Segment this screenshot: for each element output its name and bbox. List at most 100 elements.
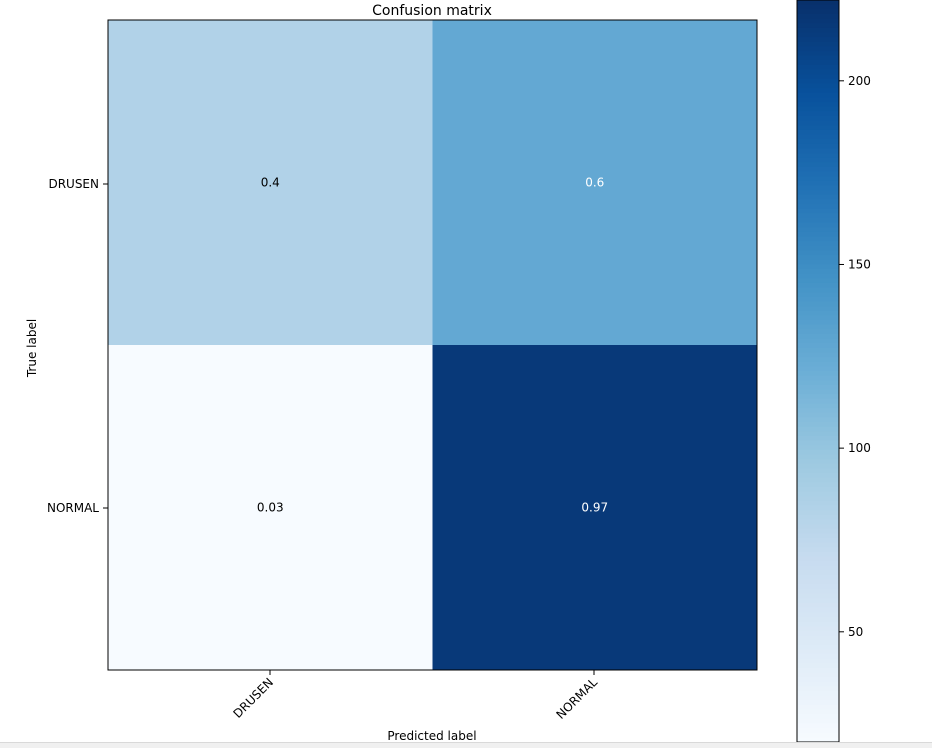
cell-value-label: 0.4 — [261, 176, 280, 190]
colorbar-segment — [797, 510, 839, 516]
colorbar-segment — [797, 612, 839, 618]
colorbar-segment — [797, 115, 839, 122]
colorbar-segment — [797, 296, 839, 303]
colorbar-segment — [797, 528, 839, 534]
colorbar-segment — [797, 361, 839, 367]
colorbar-segment — [797, 663, 839, 669]
colorbar-segment — [797, 143, 839, 149]
colorbar-segment — [797, 440, 839, 446]
colorbar-segment — [797, 435, 839, 442]
colorbar-segment — [797, 384, 839, 391]
colorbar-segment — [797, 445, 839, 451]
colorbar-segment — [797, 556, 839, 562]
colorbar-segment — [797, 426, 839, 432]
colorbar-segment — [797, 431, 839, 437]
colorbar-segment — [797, 60, 839, 66]
colorbar-segment — [797, 32, 839, 38]
colorbar-segment — [797, 139, 839, 145]
cell-value-label: 0.6 — [585, 176, 604, 190]
colorbar-segment — [797, 204, 839, 210]
colorbar-segment — [797, 69, 839, 75]
colorbar-segment — [797, 630, 839, 636]
colorbar-segment — [797, 681, 839, 687]
colorbar-segment — [797, 27, 839, 34]
colorbar-segment — [797, 18, 839, 24]
colorbar-segment — [797, 222, 839, 228]
colorbar-segment — [797, 704, 839, 711]
colorbar-segment — [797, 190, 839, 196]
colorbar-tick-label: 150 — [848, 257, 871, 271]
colorbar-segment — [797, 667, 839, 674]
colorbar-segment — [797, 496, 839, 502]
colorbar-segment — [797, 644, 839, 650]
colorbar-segment — [797, 593, 839, 599]
colorbar-segment — [797, 602, 839, 609]
colorbar-segment — [797, 677, 839, 683]
colorbar-segment — [797, 723, 839, 729]
colorbar-segment — [797, 570, 839, 576]
plot-frame — [107, 19, 758, 671]
colorbar-segment — [797, 78, 839, 85]
colorbar-segment — [797, 199, 839, 205]
colorbar-segment — [797, 686, 839, 692]
heatmap-cell — [108, 20, 433, 346]
colorbar-segment — [797, 153, 839, 159]
colorbar-segment — [797, 264, 839, 270]
colorbar-segment — [797, 176, 839, 182]
colorbar-segment — [797, 55, 839, 61]
colorbar-segment — [797, 468, 839, 474]
colorbar-segment — [797, 162, 839, 168]
colorbar-segment — [797, 338, 839, 344]
colorbar-segment — [797, 486, 839, 493]
colorbar-segment — [797, 324, 839, 330]
colorbar-segment — [797, 449, 839, 456]
colorbar-segment — [797, 9, 839, 15]
colorbar-segment — [797, 639, 839, 646]
colorbar-segment — [797, 607, 839, 613]
heatmap-cell — [108, 345, 433, 671]
colorbar-segment — [797, 83, 839, 89]
colorbar: 50 100 150 200 — [797, 0, 871, 743]
x-tick-label-normal: NORMAL — [553, 675, 600, 722]
colorbar-segment — [797, 500, 839, 507]
colorbar-segment — [797, 728, 839, 734]
colorbar-segment — [797, 88, 839, 94]
colorbar-segment — [797, 454, 839, 460]
colorbar-segment — [797, 343, 839, 349]
colorbar-segment — [797, 473, 839, 479]
colorbar-segment — [797, 653, 839, 660]
colorbar-segment — [797, 380, 839, 386]
y-axis-ticks — [103, 183, 108, 509]
colorbar-segment — [797, 102, 839, 108]
colorbar-segment — [797, 245, 839, 252]
x-axis-ticks — [269, 670, 595, 675]
colorbar-segment — [797, 579, 839, 585]
colorbar-segment — [797, 519, 839, 525]
colorbar-segment — [797, 51, 839, 57]
colorbar-segment — [797, 491, 839, 497]
colorbar-segment — [797, 394, 839, 400]
colorbar-segment — [797, 208, 839, 214]
colorbar-segment — [797, 268, 839, 275]
colorbar-segment — [797, 371, 839, 377]
colorbar-segment — [797, 241, 839, 247]
colorbar-segment — [797, 157, 839, 163]
colorbar-segment — [797, 166, 839, 173]
colorbar-segment — [797, 306, 839, 312]
colorbar-segment — [797, 482, 839, 488]
colorbar-segment — [797, 282, 839, 289]
colorbar-segment — [797, 329, 839, 335]
colorbar-segment — [797, 273, 839, 279]
colorbar-segment — [797, 714, 839, 720]
colorbar-segment — [797, 148, 839, 154]
heatmap-cells: 0.4 0.6 0.03 0.97 — [108, 20, 758, 671]
colorbar-segment — [797, 695, 839, 701]
colorbar-segment — [797, 412, 839, 418]
colorbar-segment — [797, 616, 839, 623]
colorbar-segment — [797, 505, 839, 511]
colorbar-segment — [797, 301, 839, 307]
colorbar-segment — [797, 514, 839, 520]
x-axis-label: Predicted label — [387, 729, 476, 743]
colorbar-segment — [797, 217, 839, 224]
colorbar-segment — [797, 477, 839, 483]
